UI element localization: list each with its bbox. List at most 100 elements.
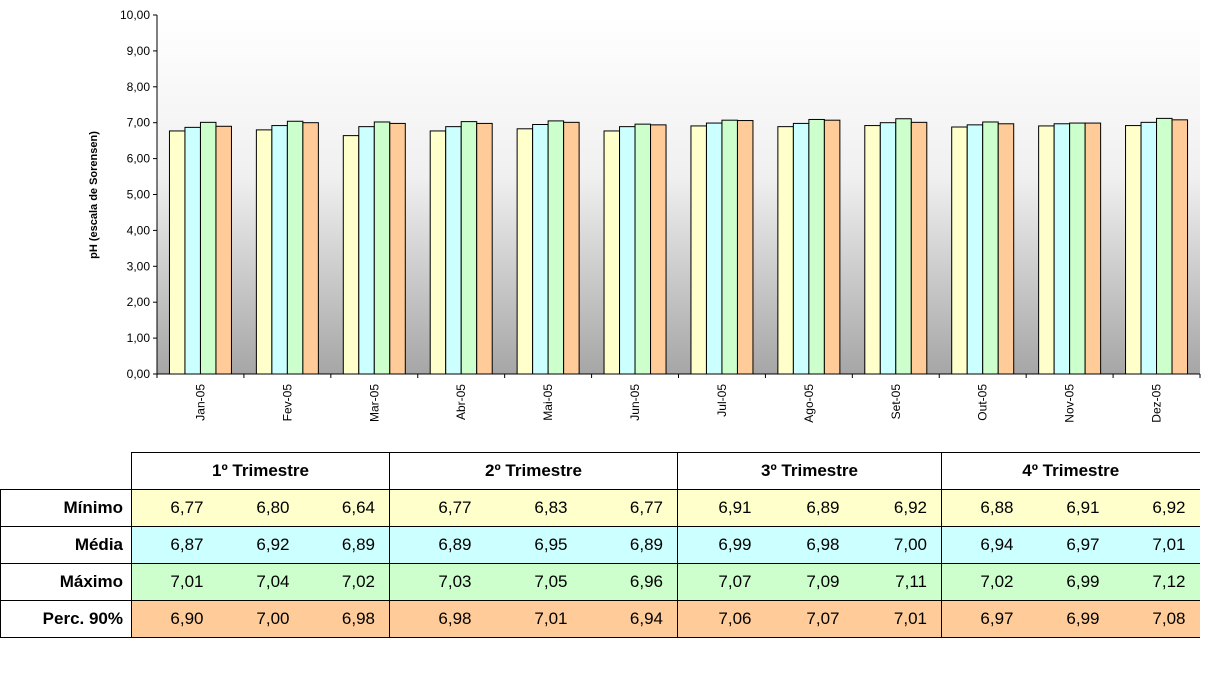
table-row: Máximo 7,01 7,04 7,02 7,03 7,05 6,96 7,07 7,09 7,…: [0, 563, 1200, 601]
quarter-header-2: 2º Trimestre: [389, 452, 678, 490]
y-tick-label: 4,00: [127, 223, 151, 237]
x-tick-label: Jun-05: [628, 384, 642, 421]
bar-mai-05-s3: [547, 120, 565, 375]
table-cell: 6,64: [303, 489, 390, 527]
plot-area: [157, 15, 1200, 374]
bar-dez-05-s1: [1125, 125, 1142, 375]
bar-out-05-s2: [966, 124, 984, 375]
row-label: Mínimo: [0, 489, 132, 527]
bar-dez-05-s4: [1171, 119, 1189, 375]
bar-abr-05-s3: [460, 121, 478, 375]
table-cell: 6,90: [131, 600, 218, 638]
x-tick-label: Nov-05: [1063, 384, 1077, 423]
bar-fev-05-s2: [271, 125, 288, 375]
table-cell: 6,77: [389, 489, 486, 527]
bar-ago-05-s2: [792, 122, 810, 375]
table-cell: 7,07: [677, 563, 766, 601]
quarter-header-1: 1º Trimestre: [131, 452, 390, 490]
table-cell: 6,92: [1113, 489, 1200, 527]
table-cell: 6,95: [485, 526, 582, 564]
table-cell: 7,09: [765, 563, 854, 601]
y-tick-label: 0,00: [127, 367, 151, 381]
table-cell: 6,77: [131, 489, 218, 527]
y-tick-label: 3,00: [127, 259, 151, 273]
table-cell: 7,04: [217, 563, 304, 601]
x-tick-label: Ago-05: [802, 384, 816, 423]
bar-nov-05-s3: [1069, 122, 1086, 375]
table-cell: 7,00: [217, 600, 304, 638]
table-cell: 6,96: [581, 563, 678, 601]
x-tick-label: Out-05: [976, 384, 990, 421]
bar-jan-05-s3: [199, 121, 217, 375]
bar-fev-05-s3: [286, 120, 304, 375]
statistics-table: 1º Trimestre 2º Trimestre 3º Trimestre 4…: [0, 452, 1200, 638]
table-row: Mínimo 6,77 6,80 6,64 6,77 6,83 6,77 6,91 6,89 6,…: [0, 489, 1200, 527]
table-cell: 6,98: [765, 526, 854, 564]
header-blank: [1, 453, 132, 490]
bar-dez-05-s3: [1156, 117, 1173, 375]
table-cell: 6,92: [217, 526, 304, 564]
table-cell: 6,83: [485, 489, 582, 527]
bar-jun-05-s2: [619, 126, 636, 375]
y-tick-label: 6,00: [127, 152, 151, 166]
x-tick-label: Mai-05: [541, 384, 555, 421]
ph-chart: 0,00 1,00 2,00 3,00 4,00 5,00 6,00 7,00 8,00 9,00…: [88, 8, 1201, 423]
bar-abr-05-s2: [445, 126, 462, 375]
bar-jul-05-s1: [690, 125, 707, 375]
bar-nov-05-s1: [1038, 125, 1055, 375]
bar-fev-05-s4: [302, 122, 319, 375]
table-cell: 6,89: [765, 489, 854, 527]
bar-set-05-s1: [864, 125, 881, 375]
table-cell: 6,89: [581, 526, 678, 564]
table-cell: 6,80: [217, 489, 304, 527]
table-cell: 6,97: [1027, 526, 1114, 564]
y-tick-label: 2,00: [127, 295, 151, 309]
y-tick-label: 10,00: [120, 8, 150, 22]
bar-ago-05-s3: [808, 118, 825, 375]
table-cell: 7,01: [1113, 526, 1200, 564]
bar-mai-05-s1: [516, 128, 534, 375]
table-cell: 7,11: [853, 563, 942, 601]
bar-nov-05-s2: [1053, 123, 1071, 375]
table-cell: 6,91: [677, 489, 766, 527]
table-cell: 7,00: [853, 526, 942, 564]
bar-jan-05-s4: [215, 125, 232, 375]
bar-jul-05-s3: [721, 119, 738, 375]
table-cell: 7,01: [853, 600, 942, 638]
y-tick-label: 1,00: [127, 331, 151, 345]
y-axis-label: pH (escala de Sorensen): [88, 131, 100, 259]
bar-ago-05-s1: [777, 126, 794, 375]
table-cell: 7,07: [765, 600, 854, 638]
table-row: Perc. 90% 6,90 7,00 6,98 6,98 7,01 6,94 7,06 7,0…: [0, 600, 1200, 638]
table-cell: 7,01: [131, 563, 218, 601]
table-cell: 6,98: [303, 600, 390, 638]
bar-jul-05-s2: [705, 122, 723, 375]
bar-mar-05-s1: [342, 135, 360, 375]
table-cell: 7,02: [941, 563, 1028, 601]
table-cell: 6,99: [1027, 600, 1114, 638]
row-label: Perc. 90%: [0, 600, 132, 638]
x-tick-label: Dez-05: [1150, 384, 1164, 423]
bar-jun-05-s3: [634, 123, 652, 375]
x-tick-label: Abr-05: [454, 384, 468, 420]
x-tick-label: Mar-05: [367, 384, 381, 422]
table-cell: 6,91: [1027, 489, 1114, 527]
bar-nov-05-s4: [1084, 122, 1102, 375]
table-cell: 6,89: [303, 526, 390, 564]
bar-out-05-s3: [982, 121, 999, 375]
bar-jul-05-s4: [736, 120, 754, 375]
bar-jun-05-s1: [603, 130, 621, 375]
table-cell: 6,97: [941, 600, 1028, 638]
table-cell: 7,08: [1113, 600, 1200, 638]
quarter-header-3: 3º Trimestre: [677, 452, 942, 490]
bar-jan-05-s2: [184, 126, 201, 375]
bar-jan-05-s1: [168, 130, 186, 375]
row-label: Média: [0, 526, 132, 564]
table-cell: 6,87: [131, 526, 218, 564]
table-cell: 7,06: [677, 600, 766, 638]
table-cell: 6,94: [581, 600, 678, 638]
table-cell: 6,77: [581, 489, 678, 527]
bar-mai-05-s4: [563, 121, 580, 375]
table-cell: 7,03: [389, 563, 486, 601]
table-cell: 6,98: [389, 600, 486, 638]
